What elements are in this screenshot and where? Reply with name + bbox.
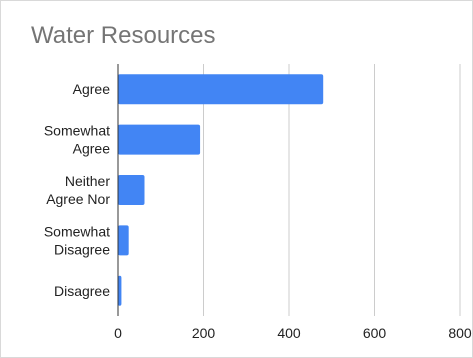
category-label: Agree Nor xyxy=(46,191,110,207)
x-tick-label-400: 400 xyxy=(277,325,301,341)
bar-neither-agree-nor xyxy=(118,175,145,205)
category-label: Somewhat xyxy=(44,223,110,239)
category-label: Disagree xyxy=(54,283,110,299)
bars xyxy=(118,74,324,306)
x-tick-label-800: 800 xyxy=(448,325,472,341)
bar-disagree xyxy=(118,275,122,306)
bar-somewhat-agree xyxy=(118,124,201,155)
category-label: Agree xyxy=(73,141,111,157)
gridlines xyxy=(203,64,461,316)
category-label: Agree xyxy=(73,81,111,97)
category-labels: Agree Somewhat Agree Neither Agree Nor Somewh… xyxy=(44,81,110,299)
x-tick-labels: 0 200 400 600 800 xyxy=(114,325,472,341)
x-tick-label-200: 200 xyxy=(192,325,216,341)
category-label: Neither xyxy=(65,173,110,189)
bar-somewhat-disagree xyxy=(118,225,129,256)
category-label: Disagree xyxy=(54,241,110,257)
x-tick-label-0: 0 xyxy=(114,325,122,341)
category-label: Somewhat xyxy=(44,123,110,139)
chart-title: Water Resources xyxy=(31,22,216,49)
x-tick-label-600: 600 xyxy=(363,325,387,341)
bar-agree xyxy=(118,74,324,105)
